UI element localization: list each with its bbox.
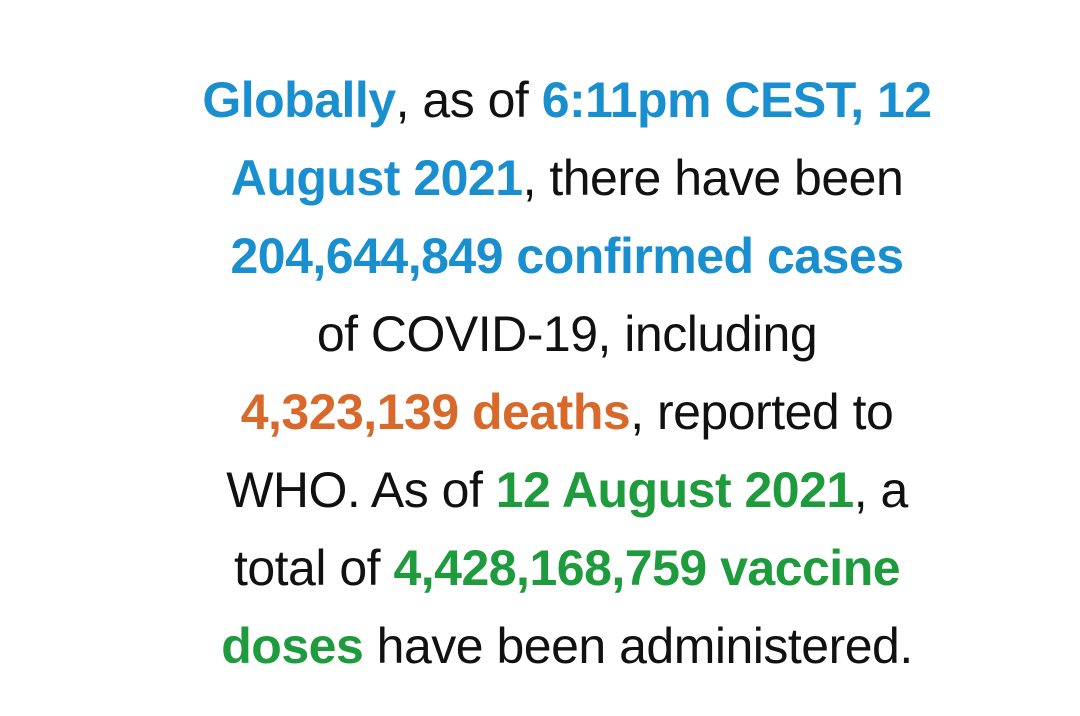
highlight-text: 204,644,849 confirmed cases <box>230 228 904 284</box>
text-line: August 2021, there have been <box>54 139 1080 217</box>
highlight-text: August 2021 <box>230 150 523 206</box>
body-text: total of <box>233 540 394 596</box>
text-line: 4,323,139 deaths, reported to <box>54 373 1080 451</box>
body-text: , as of <box>395 72 542 128</box>
highlight-text: 6:11pm CEST, 12 <box>541 72 932 128</box>
text-line: total of 4,428,168,759 vaccine <box>54 529 1080 607</box>
highlight-text: doses <box>221 618 364 674</box>
highlight-text: 4,428,168,759 vaccine <box>393 540 901 596</box>
highlight-text: 12 August 2021 <box>495 462 854 518</box>
text-line: 204,644,849 confirmed cases <box>54 217 1080 295</box>
highlight-text: 4,323,139 deaths <box>240 384 631 440</box>
statement: Globally, as of 6:11pm CEST, 12 August 20… <box>54 61 1080 685</box>
body-text: have been administered. <box>363 618 914 674</box>
body-text: , reported to <box>630 384 894 440</box>
body-text: WHO. As of <box>226 462 496 518</box>
body-text: , there have been <box>522 150 904 206</box>
text-line: of COVID-19, including <box>54 295 1080 373</box>
body-text: , a <box>853 462 909 518</box>
text-line: Globally, as of 6:11pm CEST, 12 <box>54 61 1080 139</box>
text-line: doses have been administered. <box>54 607 1080 685</box>
body-text: of COVID-19, including <box>316 306 818 362</box>
highlight-text: Globally <box>202 72 396 128</box>
text-line: WHO. As of 12 August 2021, a <box>54 451 1080 529</box>
